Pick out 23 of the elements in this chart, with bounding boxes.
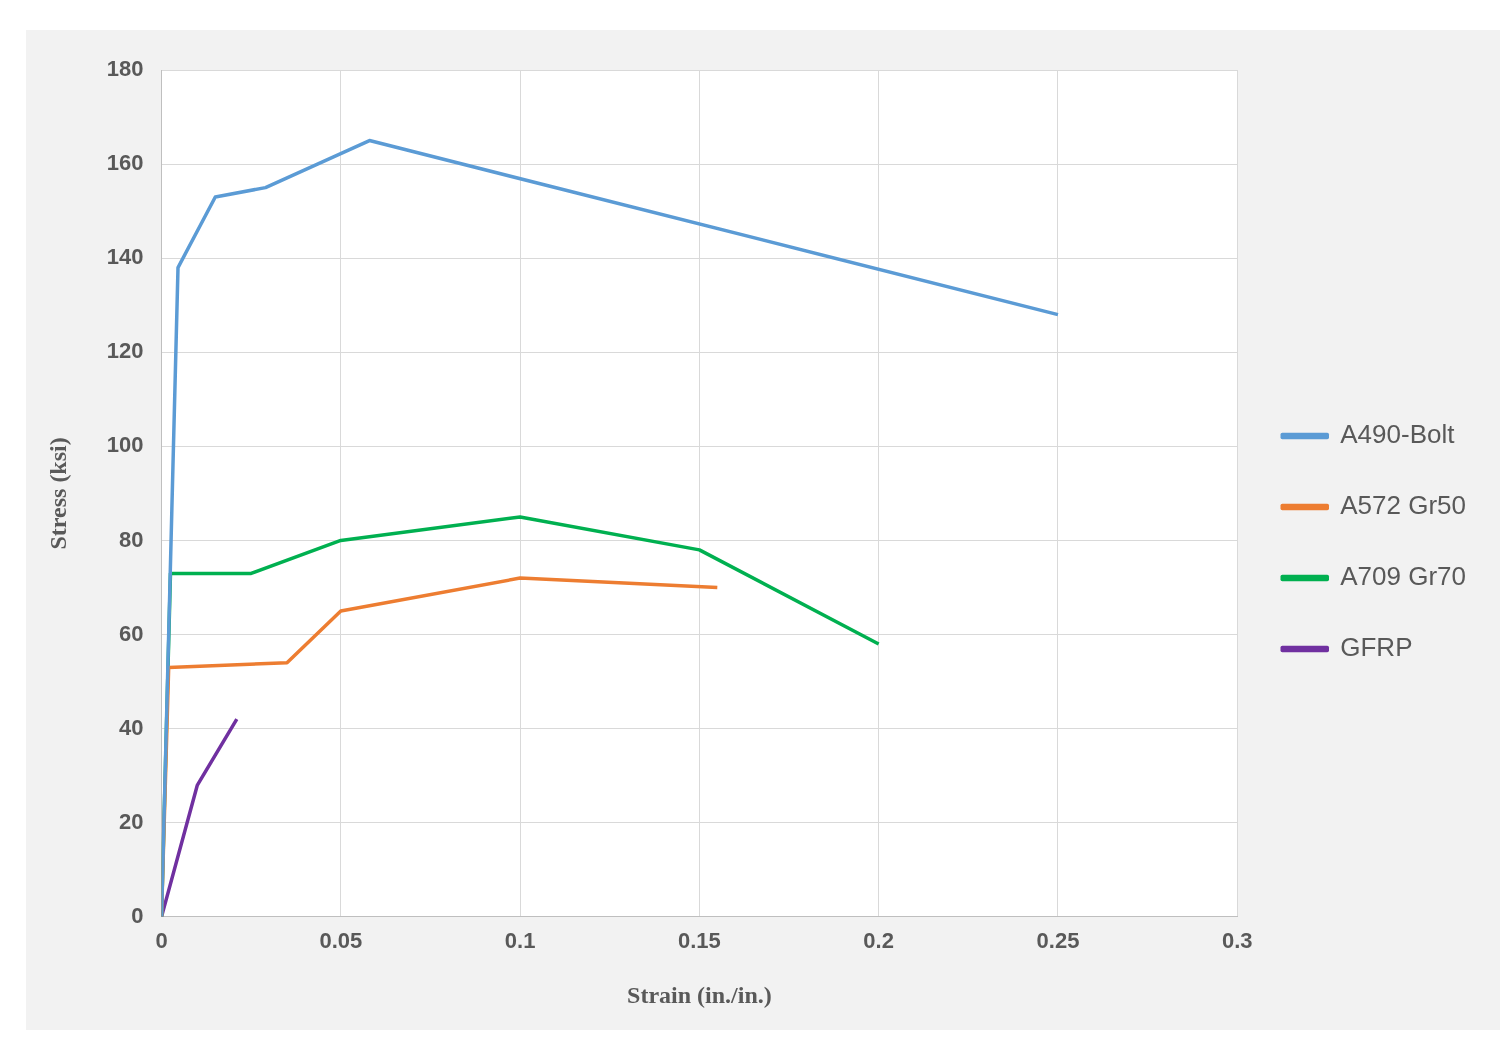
x-tick-label: 0.3 <box>1221 928 1253 954</box>
x-tick-label: 0.2 <box>863 928 894 954</box>
y-tick-label: 20 <box>119 808 144 834</box>
y-tick-label: 0 <box>131 902 144 928</box>
y-axis-title: Stress (ksi) <box>44 437 71 550</box>
x-tick-label: 0.25 <box>1036 928 1080 954</box>
legend-label: A572 Gr50 <box>1340 490 1466 521</box>
y-tick-label: 160 <box>106 150 144 176</box>
y-tick-label: 100 <box>106 432 144 458</box>
x-tick-label: 0 <box>155 928 168 954</box>
y-tick-label: 140 <box>106 244 144 270</box>
y-tick-label: 60 <box>119 620 144 646</box>
x-tick-label: 0.1 <box>504 928 536 954</box>
legend-label: GFRP <box>1340 632 1413 663</box>
y-tick-label: 120 <box>106 338 144 364</box>
y-tick-label: 80 <box>119 526 144 552</box>
x-axis-title: Strain (in./in.) <box>627 981 772 1008</box>
y-tick-label: 40 <box>119 714 144 740</box>
x-tick-label: 0.15 <box>677 928 721 954</box>
x-tick-label: 0.05 <box>319 928 363 954</box>
legend-label: A490-Bolt <box>1340 419 1456 450</box>
y-tick-label: 180 <box>106 56 144 82</box>
legend-label: A709 Gr70 <box>1340 561 1466 592</box>
